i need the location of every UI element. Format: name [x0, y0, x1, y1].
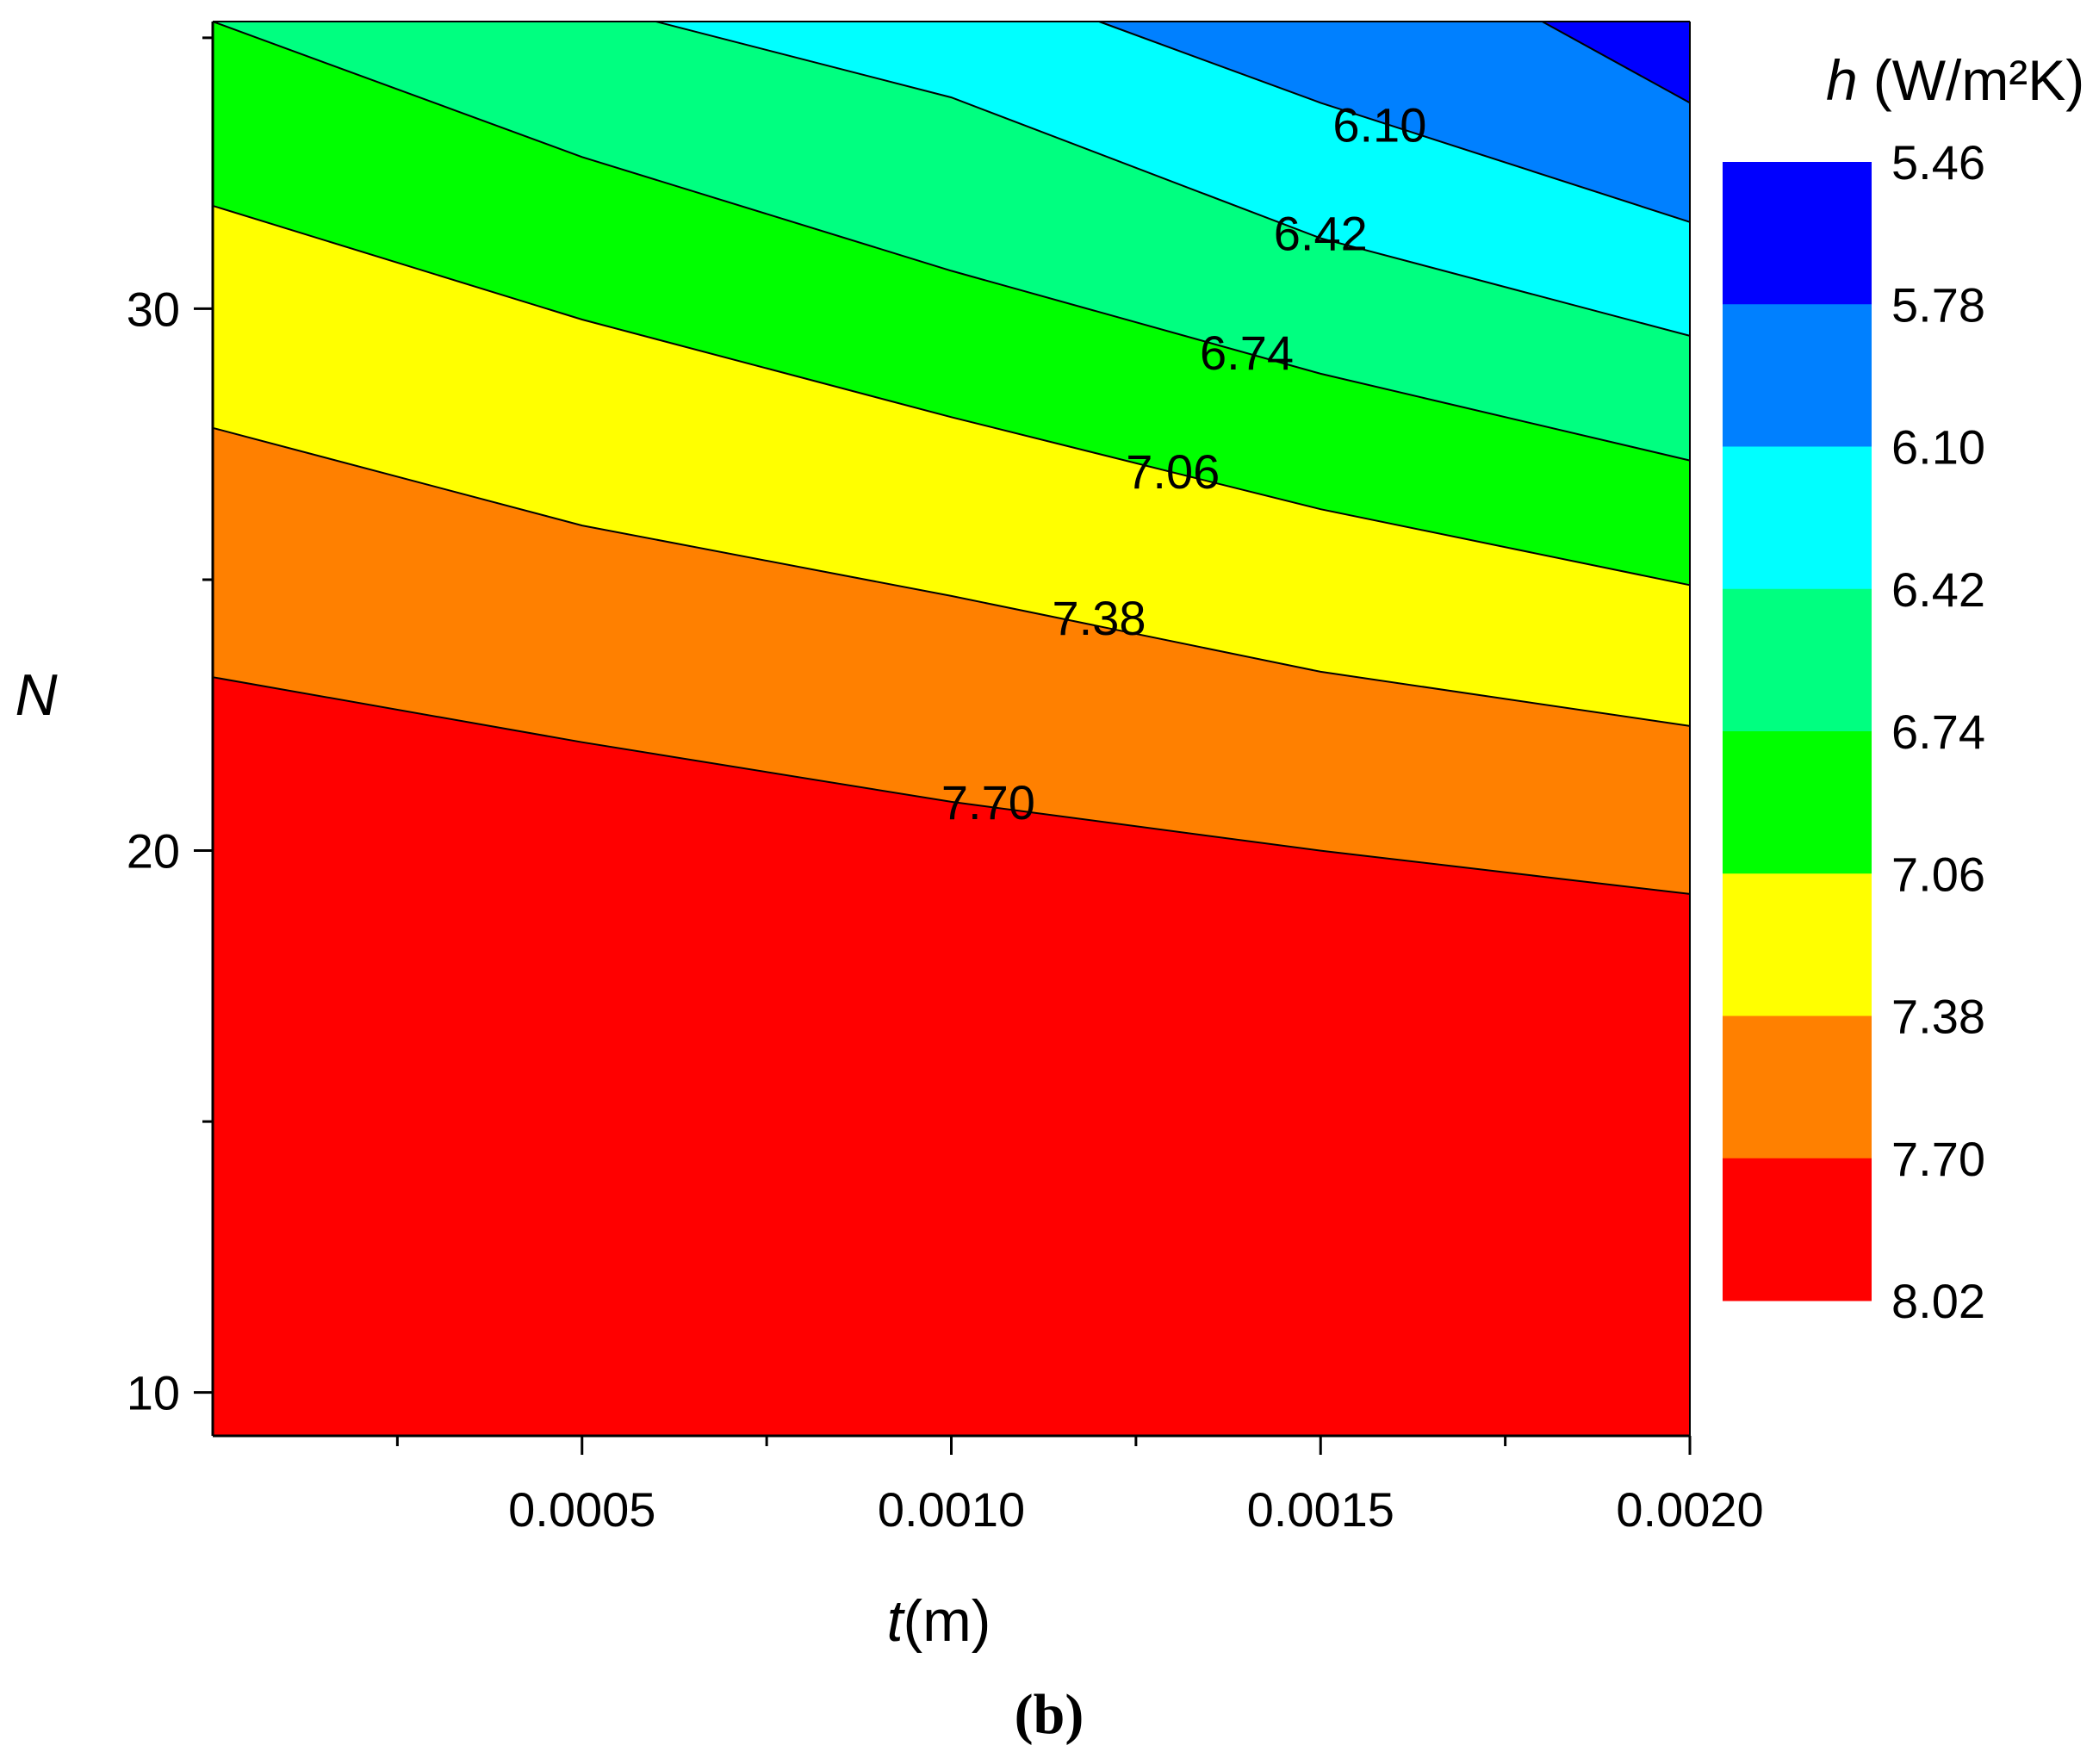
y-axis-ticks: 10 20 30	[127, 36, 213, 1420]
colorbar-swatch-7.06	[1723, 873, 1872, 1016]
colorbar-swatch-5.46	[1723, 162, 1872, 305]
x-tick-label: 0.0020	[1616, 1482, 1763, 1537]
x-axis-ticks: 0.0005 0.0010 0.0015 0.0020	[395, 1436, 1764, 1537]
contour-bands	[213, 22, 1690, 1436]
colorbar-level-label: 7.38	[1891, 990, 1985, 1044]
contour-line-6.74	[212, 21, 1691, 462]
colorbar-swatch-6.74	[1723, 731, 1872, 874]
contour-label-6.1: 6.10	[1332, 98, 1426, 152]
x-axis-title-var: t	[887, 1588, 906, 1654]
x-tick-label: 0.0015	[1247, 1482, 1394, 1537]
colorbar: 5.46 5.78 6.10 6.42 6.74 7.06 7.38 7.70 8.02	[1723, 135, 1985, 1328]
contour-lines	[212, 21, 1691, 895]
band-above-6.1	[1099, 22, 1690, 222]
colorbar-level-label: 5.46	[1891, 135, 1985, 189]
contour-line-7.7	[212, 676, 1691, 895]
colorbar-title-var: h	[1826, 48, 1858, 112]
contour-label-7.38: 7.38	[1053, 591, 1146, 645]
colorbar-level-label: 8.02	[1891, 1274, 1985, 1328]
contour-label-6.74: 6.74	[1200, 326, 1294, 380]
x-axis-title-unit: (m)	[903, 1588, 991, 1654]
contour-labels: 7.70 7.38 7.06 6.74 6.42 6.10	[941, 98, 1426, 829]
colorbar-level-label: 6.74	[1891, 705, 1985, 759]
colorbar-title: h (W/m²K)	[1826, 48, 2084, 112]
colorbar-swatch-6.10	[1723, 446, 1872, 590]
colorbar-swatch-6.42	[1723, 588, 1872, 732]
contour-line-7.06	[212, 204, 1691, 587]
colorbar-title-unit: (W/m²K)	[1873, 48, 2085, 112]
contour-line-5.78	[1542, 21, 1691, 104]
contour-label-7.06: 7.06	[1126, 444, 1220, 499]
contour-label-7.7: 7.70	[941, 775, 1035, 829]
colorbar-level-label: 6.10	[1891, 420, 1985, 475]
colorbar-level-label: 7.06	[1891, 847, 1985, 901]
x-tick-label: 0.0005	[508, 1482, 655, 1537]
contour-line-7.38	[212, 426, 1691, 727]
panel-label: (b)	[1015, 1683, 1084, 1746]
x-tick-label: 0.0010	[878, 1482, 1025, 1537]
colorbar-swatch-5.78	[1723, 304, 1872, 447]
colorbar-swatch-7.70	[1723, 1158, 1872, 1301]
contour-label-6.42: 6.42	[1274, 206, 1368, 260]
x-axis-title: t(m)	[887, 1588, 991, 1654]
contour-line-6.1	[1098, 21, 1691, 223]
colorbar-level-label: 5.78	[1891, 277, 1985, 332]
contour-line-6.42	[655, 21, 1691, 337]
y-tick-label: 30	[127, 282, 180, 336]
colorbar-level-label: 6.42	[1891, 562, 1985, 617]
y-tick-label: 20	[127, 824, 180, 879]
y-axis-title: N	[15, 662, 58, 728]
y-tick-label: 10	[127, 1366, 180, 1420]
colorbar-swatch-7.38	[1723, 1016, 1872, 1159]
colorbar-level-label: 7.70	[1891, 1132, 1985, 1186]
